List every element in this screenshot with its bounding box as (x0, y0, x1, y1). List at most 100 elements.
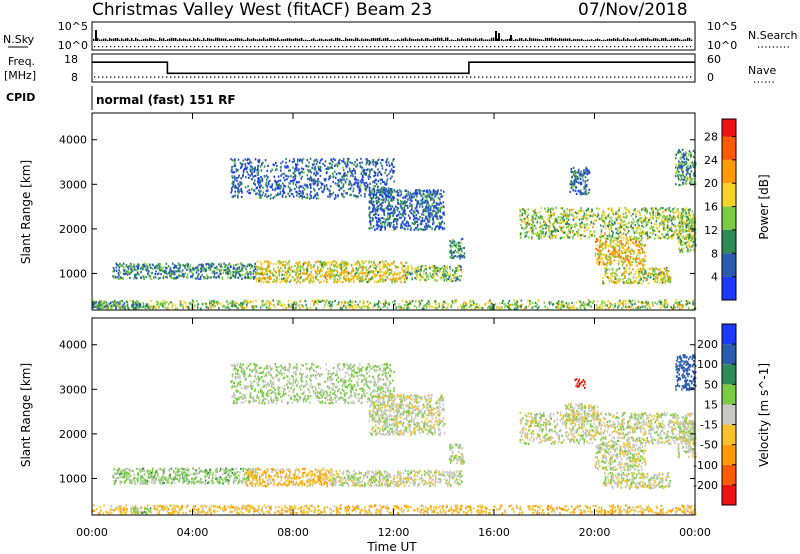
scatter-cell (504, 306, 507, 309)
scatter-cell (555, 306, 558, 309)
scatter-cell (257, 180, 259, 183)
nsky-sample (475, 37, 477, 41)
scatter-cell (239, 162, 242, 165)
scatter-cell (131, 266, 133, 269)
scatter-cell (384, 279, 387, 282)
scatter-cell (450, 241, 453, 244)
scatter-cell (388, 164, 391, 167)
scatter-cell (384, 220, 387, 223)
scatter-cell (431, 227, 433, 230)
scatter-cell (394, 219, 396, 222)
scatter-cell (320, 267, 323, 270)
nsearch-sample (218, 46, 220, 48)
scatter-cell (386, 216, 389, 219)
scatter-cell (381, 164, 383, 167)
scatter-cell (383, 217, 385, 220)
scatter-cell (426, 219, 429, 222)
scatter-cell (292, 179, 294, 182)
scatter-cell (549, 237, 552, 240)
scatter-cell (320, 280, 323, 283)
scatter-cell (454, 270, 456, 273)
nsearch-sample (658, 46, 660, 48)
scatter-cell (162, 276, 165, 280)
nsky-sample (133, 39, 135, 41)
scatter-cell (372, 181, 374, 184)
nsky-sample (487, 39, 489, 41)
scatter-cell (191, 270, 193, 273)
scatter-cell (121, 299, 123, 303)
scatter-cell (373, 261, 375, 264)
scatter-cell (346, 161, 349, 164)
scatter-cell (537, 305, 540, 309)
scatter-cell (432, 192, 435, 195)
scatter-cell (336, 263, 338, 267)
scatter-cell (100, 302, 103, 305)
scatter-cell (315, 163, 318, 166)
scatter-cell (265, 270, 267, 274)
scatter-cell (324, 179, 326, 182)
scatter-cell (417, 200, 420, 204)
nsky-sample (589, 39, 591, 41)
scatter-cell (276, 164, 278, 167)
scatter-cell (588, 214, 590, 217)
scatter-cell (338, 266, 341, 269)
scatter-cell (397, 207, 399, 210)
nsearch-sample (674, 46, 676, 48)
scatter-cell (208, 276, 211, 279)
scatter-cell (505, 304, 507, 308)
scatter-cell (314, 189, 316, 192)
scatter-cell (351, 162, 353, 165)
scatter-cell (160, 273, 162, 276)
scatter-cell (402, 226, 404, 230)
scatter-cell (296, 163, 299, 166)
scatter-cell (252, 272, 255, 275)
scatter-cell (246, 276, 248, 279)
scatter-cell (413, 223, 415, 226)
scatter-cell (599, 306, 601, 309)
scatter-cell (389, 205, 392, 208)
scatter-cell (442, 190, 445, 193)
scatter-cell (232, 267, 235, 270)
scatter-cell (670, 306, 673, 309)
nave-sample (358, 76, 360, 78)
nave-sample (502, 76, 504, 78)
scatter-cell (336, 303, 338, 306)
scatter-cell (106, 307, 109, 310)
scatter-cell (418, 305, 421, 308)
scatter-cell (678, 302, 681, 305)
scatter-cell (143, 262, 145, 265)
nsky-sample (341, 39, 343, 41)
scatter-cell (424, 208, 426, 211)
scatter-cell (210, 306, 212, 309)
scatter-cell (314, 182, 317, 185)
scatter-cell (600, 230, 603, 233)
scatter-cell (654, 301, 656, 304)
scatter-cell (547, 225, 549, 228)
nsky-sample (105, 38, 107, 41)
scatter-cell (391, 163, 393, 166)
scatter-cell (306, 262, 309, 265)
nsearch-sample (478, 46, 480, 48)
nave-sample (298, 76, 300, 78)
nsky-sample (109, 37, 111, 41)
scatter-cell (302, 272, 305, 275)
nsky-sample (515, 39, 517, 41)
scatter-cell (407, 214, 410, 217)
scatter-cell (260, 184, 262, 187)
scatter-cell (383, 187, 386, 190)
scatter-cell (452, 255, 455, 258)
scatter-cell (347, 302, 349, 305)
scatter-cell (359, 300, 361, 303)
scatter-cell (295, 169, 298, 172)
scatter-cell (684, 222, 687, 225)
scatter-cell (434, 266, 437, 270)
scatter-cell (368, 278, 370, 281)
scatter-cell (388, 303, 390, 306)
nsky-sample (337, 37, 339, 41)
scatter-cell (372, 209, 375, 212)
scatter-cell (458, 266, 460, 269)
scatter-cell (334, 261, 337, 264)
scatter-cell (315, 174, 317, 177)
scatter-cell (378, 265, 381, 268)
scatter-cell (377, 201, 380, 204)
